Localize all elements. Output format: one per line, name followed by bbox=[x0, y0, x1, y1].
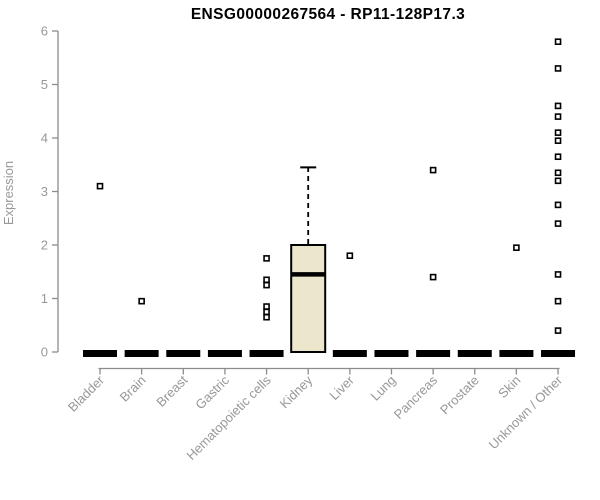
outlier-point-hematopoietic-cells bbox=[263, 313, 270, 321]
collapsed-box-pancreas bbox=[416, 350, 451, 357]
y-tick-label-2: 2 bbox=[41, 238, 48, 253]
box-kidney bbox=[290, 244, 327, 353]
y-tick-label-4: 4 bbox=[41, 131, 48, 146]
x-tick-label-pancreas: Pancreas bbox=[391, 372, 441, 422]
y-tick-label-5: 5 bbox=[41, 77, 48, 92]
outlier-point-unknown-other bbox=[554, 297, 562, 305]
outlier-point-unknown-other bbox=[554, 137, 562, 144]
outlier-point-liver bbox=[346, 252, 354, 259]
outlier-point-unknown-other bbox=[554, 65, 562, 72]
outlier-point-unknown-other bbox=[554, 129, 562, 136]
outlier-point-hematopoietic-cells bbox=[263, 308, 270, 316]
outlier-point-unknown-other bbox=[554, 220, 562, 227]
x-tick-label-lung: Lung bbox=[368, 373, 399, 404]
collapsed-box-liver bbox=[332, 350, 367, 357]
x-tick-label-skin: Skin bbox=[495, 373, 523, 401]
outlier-point-hematopoietic-cells bbox=[263, 303, 270, 310]
y-tick-label-0: 0 bbox=[41, 345, 48, 360]
collapsed-box-breast bbox=[166, 350, 201, 357]
x-tick-label-bladder: Bladder bbox=[65, 372, 108, 415]
collapsed-box-brain bbox=[124, 350, 159, 357]
outlier-point-pancreas bbox=[429, 166, 437, 174]
y-axis-title: Expression bbox=[1, 161, 16, 225]
outlier-point-unknown-other bbox=[554, 102, 562, 110]
outlier-point-brain bbox=[138, 297, 145, 305]
outlier-point-hematopoietic-cells bbox=[263, 281, 270, 289]
outlier-point-bladder bbox=[96, 182, 104, 190]
collapsed-box-unknown-other bbox=[541, 350, 576, 357]
outlier-point-skin bbox=[513, 244, 520, 251]
outlier-point-unknown-other bbox=[554, 271, 562, 278]
collapsed-box-bladder bbox=[83, 350, 117, 357]
outlier-point-hematopoietic-cells bbox=[263, 255, 270, 262]
x-tick-label-kidney: Kidney bbox=[277, 372, 316, 411]
outlier-point-pancreas bbox=[429, 273, 437, 281]
x-tick-label-breast: Breast bbox=[153, 372, 190, 409]
outlier-point-hematopoietic-cells bbox=[263, 276, 270, 284]
collapsed-box-hematopoietic-cells bbox=[249, 350, 284, 357]
y-tick-label-1: 1 bbox=[41, 291, 48, 306]
outlier-point-unknown-other bbox=[554, 327, 562, 334]
chart-title: ENSG00000267564 - RP11-128P17.3 bbox=[191, 6, 465, 23]
outlier-point-unknown-other bbox=[554, 201, 562, 209]
outlier-point-unknown-other bbox=[554, 113, 562, 120]
outlier-point-unknown-other bbox=[554, 153, 562, 161]
x-tick-label-prostate: Prostate bbox=[437, 373, 482, 418]
outlier-point-unknown-other bbox=[554, 177, 562, 185]
x-tick-label-brain: Brain bbox=[117, 373, 149, 405]
collapsed-box-gastric bbox=[207, 350, 242, 357]
x-tick-label-unknown-other: Unknown / Other bbox=[486, 372, 566, 452]
outlier-point-unknown-other bbox=[554, 38, 562, 46]
collapsed-box-prostate bbox=[457, 350, 492, 357]
y-tick-label-3: 3 bbox=[41, 184, 48, 199]
x-tick-label-gastric: Gastric bbox=[192, 372, 232, 412]
x-tick-label-liver: Liver bbox=[326, 372, 357, 403]
collapsed-box-skin bbox=[499, 350, 534, 357]
collapsed-box-lung bbox=[374, 350, 409, 357]
outlier-point-unknown-other bbox=[554, 169, 562, 177]
y-tick-label-6: 6 bbox=[41, 24, 48, 39]
